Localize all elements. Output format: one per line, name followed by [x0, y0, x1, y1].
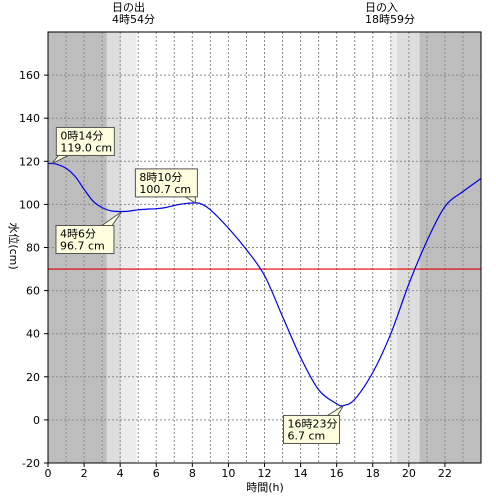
grid	[48, 32, 481, 463]
y-tick-label: -20	[22, 457, 40, 470]
callout-time: 8時10分	[139, 171, 182, 184]
y-tick-label: 80	[26, 242, 40, 255]
callout-value: 96.7 cm	[60, 240, 105, 253]
y-tick-label: 140	[19, 112, 40, 125]
x-tick-label: 8	[189, 467, 196, 480]
x-axis-label: 時間(h)	[246, 481, 284, 494]
callout-pointer	[100, 211, 123, 227]
y-tick-label: 40	[26, 328, 40, 341]
x-tick-label: 18	[366, 467, 380, 480]
x-tick-label: 20	[402, 467, 416, 480]
callout-time: 16時23分	[288, 417, 338, 430]
callout-time: 4時6分	[60, 228, 96, 241]
x-tick-label: 6	[153, 467, 160, 480]
tide-level-line	[47, 162, 482, 407]
sunset-time: 18時59分	[365, 13, 415, 26]
y-tick-label: 20	[26, 371, 40, 384]
y-tick-label: 100	[19, 198, 40, 211]
callout-fill	[56, 226, 113, 253]
callout-pointer	[183, 196, 196, 204]
sunrise-label: 日の出	[112, 0, 145, 14]
callout-value: 119.0 cm	[60, 141, 112, 154]
sunrise-time: 4時54分	[112, 13, 155, 26]
x-tick-label: 16	[330, 467, 344, 480]
sunset-label: 日の入	[365, 1, 398, 14]
x-tick-label: 10	[221, 467, 235, 480]
callout-value: 6.7 cm	[288, 429, 326, 442]
callout-fill	[284, 416, 339, 443]
y-axis-label: 水位(cm)	[7, 222, 21, 269]
y-tick-label: 120	[19, 155, 40, 168]
callout-value: 100.7 cm	[139, 183, 191, 196]
series-line-layer	[47, 162, 482, 407]
callout-pointer	[51, 154, 69, 164]
callout-pointer	[325, 405, 344, 416]
y-tick-label: 0	[33, 414, 40, 427]
x-tick-label: 0	[45, 467, 52, 480]
axes: 0 2 4 6 8 10 12 14 16 18 20 22 -20 0 20 40 60 80 100 120 140…	[19, 31, 482, 480]
x-tick-label: 4	[117, 467, 124, 480]
x-tick-label: 2	[81, 467, 88, 480]
x-tick-label: 22	[438, 467, 452, 480]
y-tick-label: 60	[26, 285, 40, 298]
x-tick-label: 12	[258, 467, 272, 480]
callout-fill	[136, 169, 197, 196]
callout-time: 0時14分	[60, 129, 103, 142]
y-tick-label: 160	[19, 69, 40, 82]
x-tick-label: 14	[294, 467, 308, 480]
callout-fill	[57, 128, 114, 155]
